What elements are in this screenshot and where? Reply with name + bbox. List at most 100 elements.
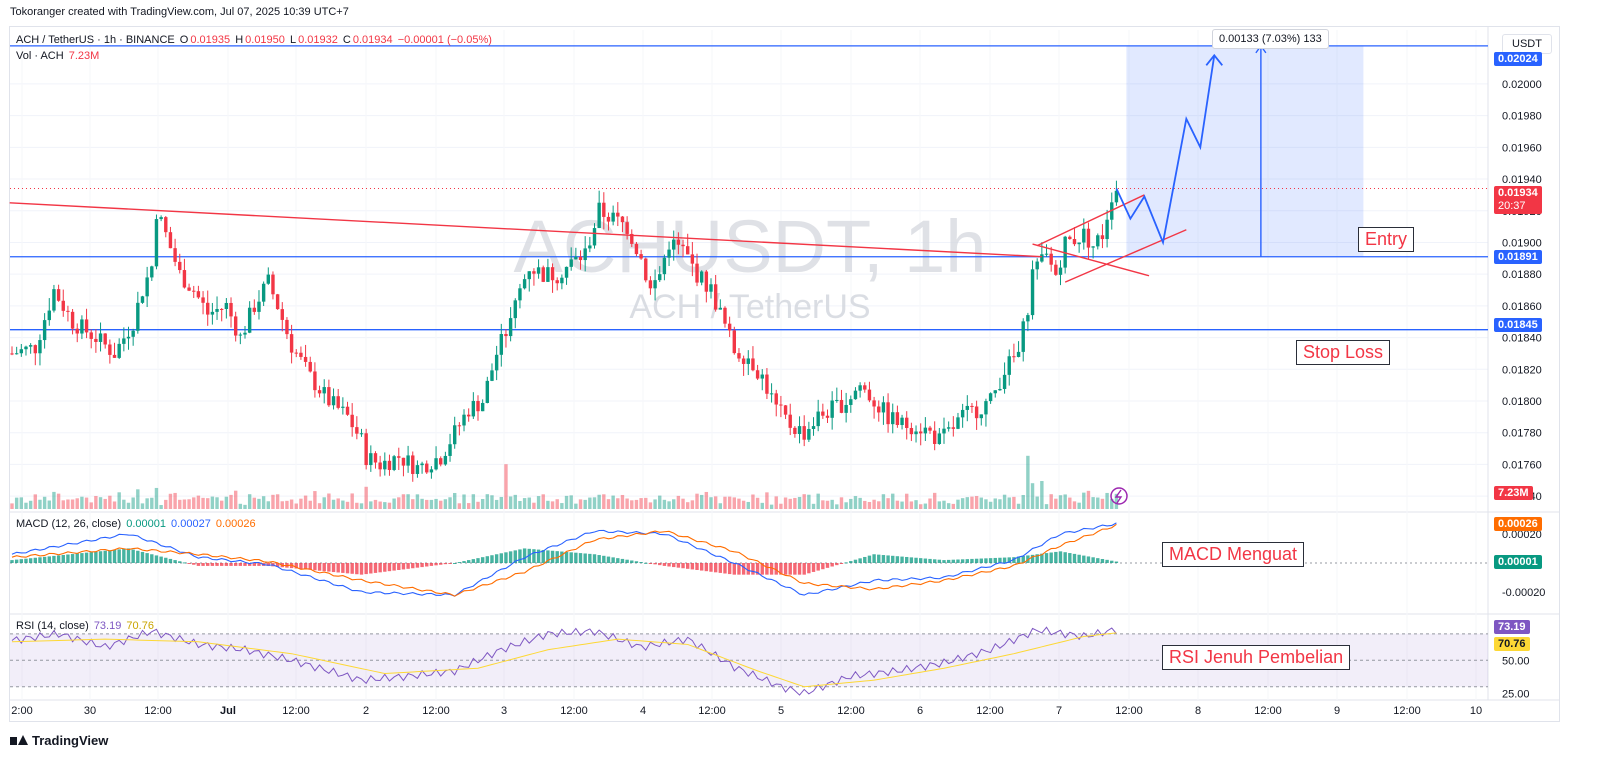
volume-bar bbox=[779, 503, 783, 509]
candle-body bbox=[811, 426, 816, 429]
volume-bar bbox=[136, 489, 140, 509]
entry-annotation[interactable]: Entry bbox=[1358, 227, 1415, 252]
macd-histogram-bar bbox=[19, 559, 24, 563]
candle-body bbox=[480, 402, 485, 412]
macd-histogram-bar bbox=[159, 556, 163, 563]
volume-bar bbox=[695, 493, 699, 509]
macd-histogram-bar bbox=[140, 551, 145, 563]
candle-body bbox=[518, 288, 522, 301]
time-tick-label: 12:00 bbox=[1254, 705, 1282, 717]
candle-body bbox=[504, 334, 508, 337]
projection-arrow-head bbox=[1205, 53, 1223, 66]
volume-bar bbox=[126, 502, 131, 509]
volume-bar bbox=[919, 504, 923, 509]
macd-histogram-bar bbox=[751, 563, 755, 575]
macd-annotation[interactable]: MACD Menguat bbox=[1162, 542, 1305, 567]
volume-bar bbox=[98, 497, 103, 509]
volume-bar bbox=[1021, 494, 1025, 509]
macd-histogram-bar bbox=[206, 563, 210, 566]
volume-bar bbox=[52, 491, 56, 509]
macd-histogram-bar bbox=[84, 552, 89, 563]
time-tick-label: 12:00 bbox=[976, 705, 1004, 717]
volume-bar bbox=[942, 500, 946, 509]
rsi-annotation[interactable]: RSI Jenuh Pembelian bbox=[1162, 645, 1351, 670]
macd-histogram-bar bbox=[1044, 553, 1049, 563]
volume-bar bbox=[667, 501, 671, 509]
candle-body bbox=[168, 232, 173, 249]
candle-body bbox=[681, 244, 685, 247]
price-tick-label: 0.02000 bbox=[1502, 79, 1542, 91]
macd-histogram-bar bbox=[942, 560, 946, 563]
candle-body bbox=[317, 390, 322, 394]
stop-loss-annotation[interactable]: Stop Loss bbox=[1296, 340, 1391, 365]
macd-histogram-bar bbox=[401, 563, 406, 570]
symbol-name[interactable]: ACH / TetherUS · 1h · BINANCE bbox=[16, 34, 175, 46]
candle-body bbox=[411, 455, 415, 474]
candle-body bbox=[299, 352, 303, 357]
volume-bar bbox=[75, 498, 79, 509]
candle-body bbox=[630, 233, 634, 244]
volume-label[interactable]: Vol · ACH bbox=[16, 50, 64, 62]
candle-body bbox=[928, 427, 932, 431]
volume-value: 7.23M bbox=[68, 50, 100, 62]
price-tick-label: 0.01820 bbox=[1502, 364, 1542, 376]
volume-bar bbox=[825, 500, 830, 509]
candle-body bbox=[275, 294, 280, 310]
macd-histogram-bar bbox=[881, 555, 886, 563]
volume-bar bbox=[420, 498, 424, 509]
volume-bar bbox=[210, 496, 215, 509]
macd-histogram-bar bbox=[998, 557, 1002, 563]
volume-bar bbox=[704, 491, 709, 509]
time-tick-label: 12:00 bbox=[1115, 705, 1143, 717]
candle-body bbox=[616, 212, 620, 217]
macd-signal-price-label: 0.00026 bbox=[1494, 517, 1542, 531]
candle-body bbox=[94, 338, 98, 342]
volume-bar bbox=[522, 498, 527, 509]
candle-body bbox=[369, 453, 373, 466]
macd-histogram-bar bbox=[89, 552, 93, 563]
volume-bar bbox=[28, 500, 33, 509]
candle-body bbox=[89, 332, 93, 339]
candle-body bbox=[1026, 315, 1030, 322]
volume-bar bbox=[140, 503, 145, 509]
volume-bar bbox=[247, 494, 252, 509]
candle-body bbox=[1035, 261, 1039, 270]
macd-histogram-bar bbox=[364, 563, 368, 575]
volume-bar bbox=[369, 501, 373, 509]
currency-button[interactable]: USDT bbox=[1502, 34, 1552, 54]
macd-histogram-bar bbox=[1068, 553, 1072, 563]
tradingview-brand[interactable]: TradingView bbox=[10, 733, 108, 748]
volume-bar bbox=[1082, 492, 1086, 509]
time-tick-label: 6 bbox=[917, 705, 923, 717]
projection-path bbox=[1115, 55, 1216, 246]
brand-name: TradingView bbox=[32, 733, 109, 748]
signal-line bbox=[11, 523, 1117, 597]
candle-body bbox=[397, 456, 401, 458]
volume-bar bbox=[47, 500, 51, 509]
rsi-price-label: 73.19 bbox=[1494, 620, 1530, 634]
volume-bar bbox=[970, 496, 974, 509]
candle-body bbox=[485, 380, 490, 403]
rsi-tick-label: 50.00 bbox=[1502, 655, 1530, 667]
rsi-title[interactable]: RSI (14, close) bbox=[16, 620, 89, 632]
volume-bar bbox=[439, 500, 443, 509]
volume-bar bbox=[541, 494, 545, 509]
candle-body bbox=[56, 289, 61, 301]
candle-body bbox=[1012, 356, 1016, 358]
macd-histogram-bar bbox=[350, 563, 354, 574]
volume-bar bbox=[1105, 492, 1109, 509]
macd-title[interactable]: MACD (12, 26, close) bbox=[16, 518, 122, 530]
candle-body bbox=[760, 374, 764, 379]
top-line-price-label: 0.02024 bbox=[1494, 52, 1542, 66]
macd-histogram-bar bbox=[639, 562, 643, 564]
rsi-tick-label: 25.00 bbox=[1502, 688, 1530, 700]
candle-body bbox=[164, 217, 168, 233]
candle-body bbox=[783, 405, 788, 415]
macd-histogram-bar bbox=[61, 554, 65, 563]
price-tick-label: 0.01980 bbox=[1502, 111, 1542, 123]
candle-body bbox=[923, 427, 928, 434]
candle-body bbox=[178, 261, 182, 271]
volume-bar bbox=[895, 500, 900, 509]
volume-bar bbox=[238, 503, 243, 509]
